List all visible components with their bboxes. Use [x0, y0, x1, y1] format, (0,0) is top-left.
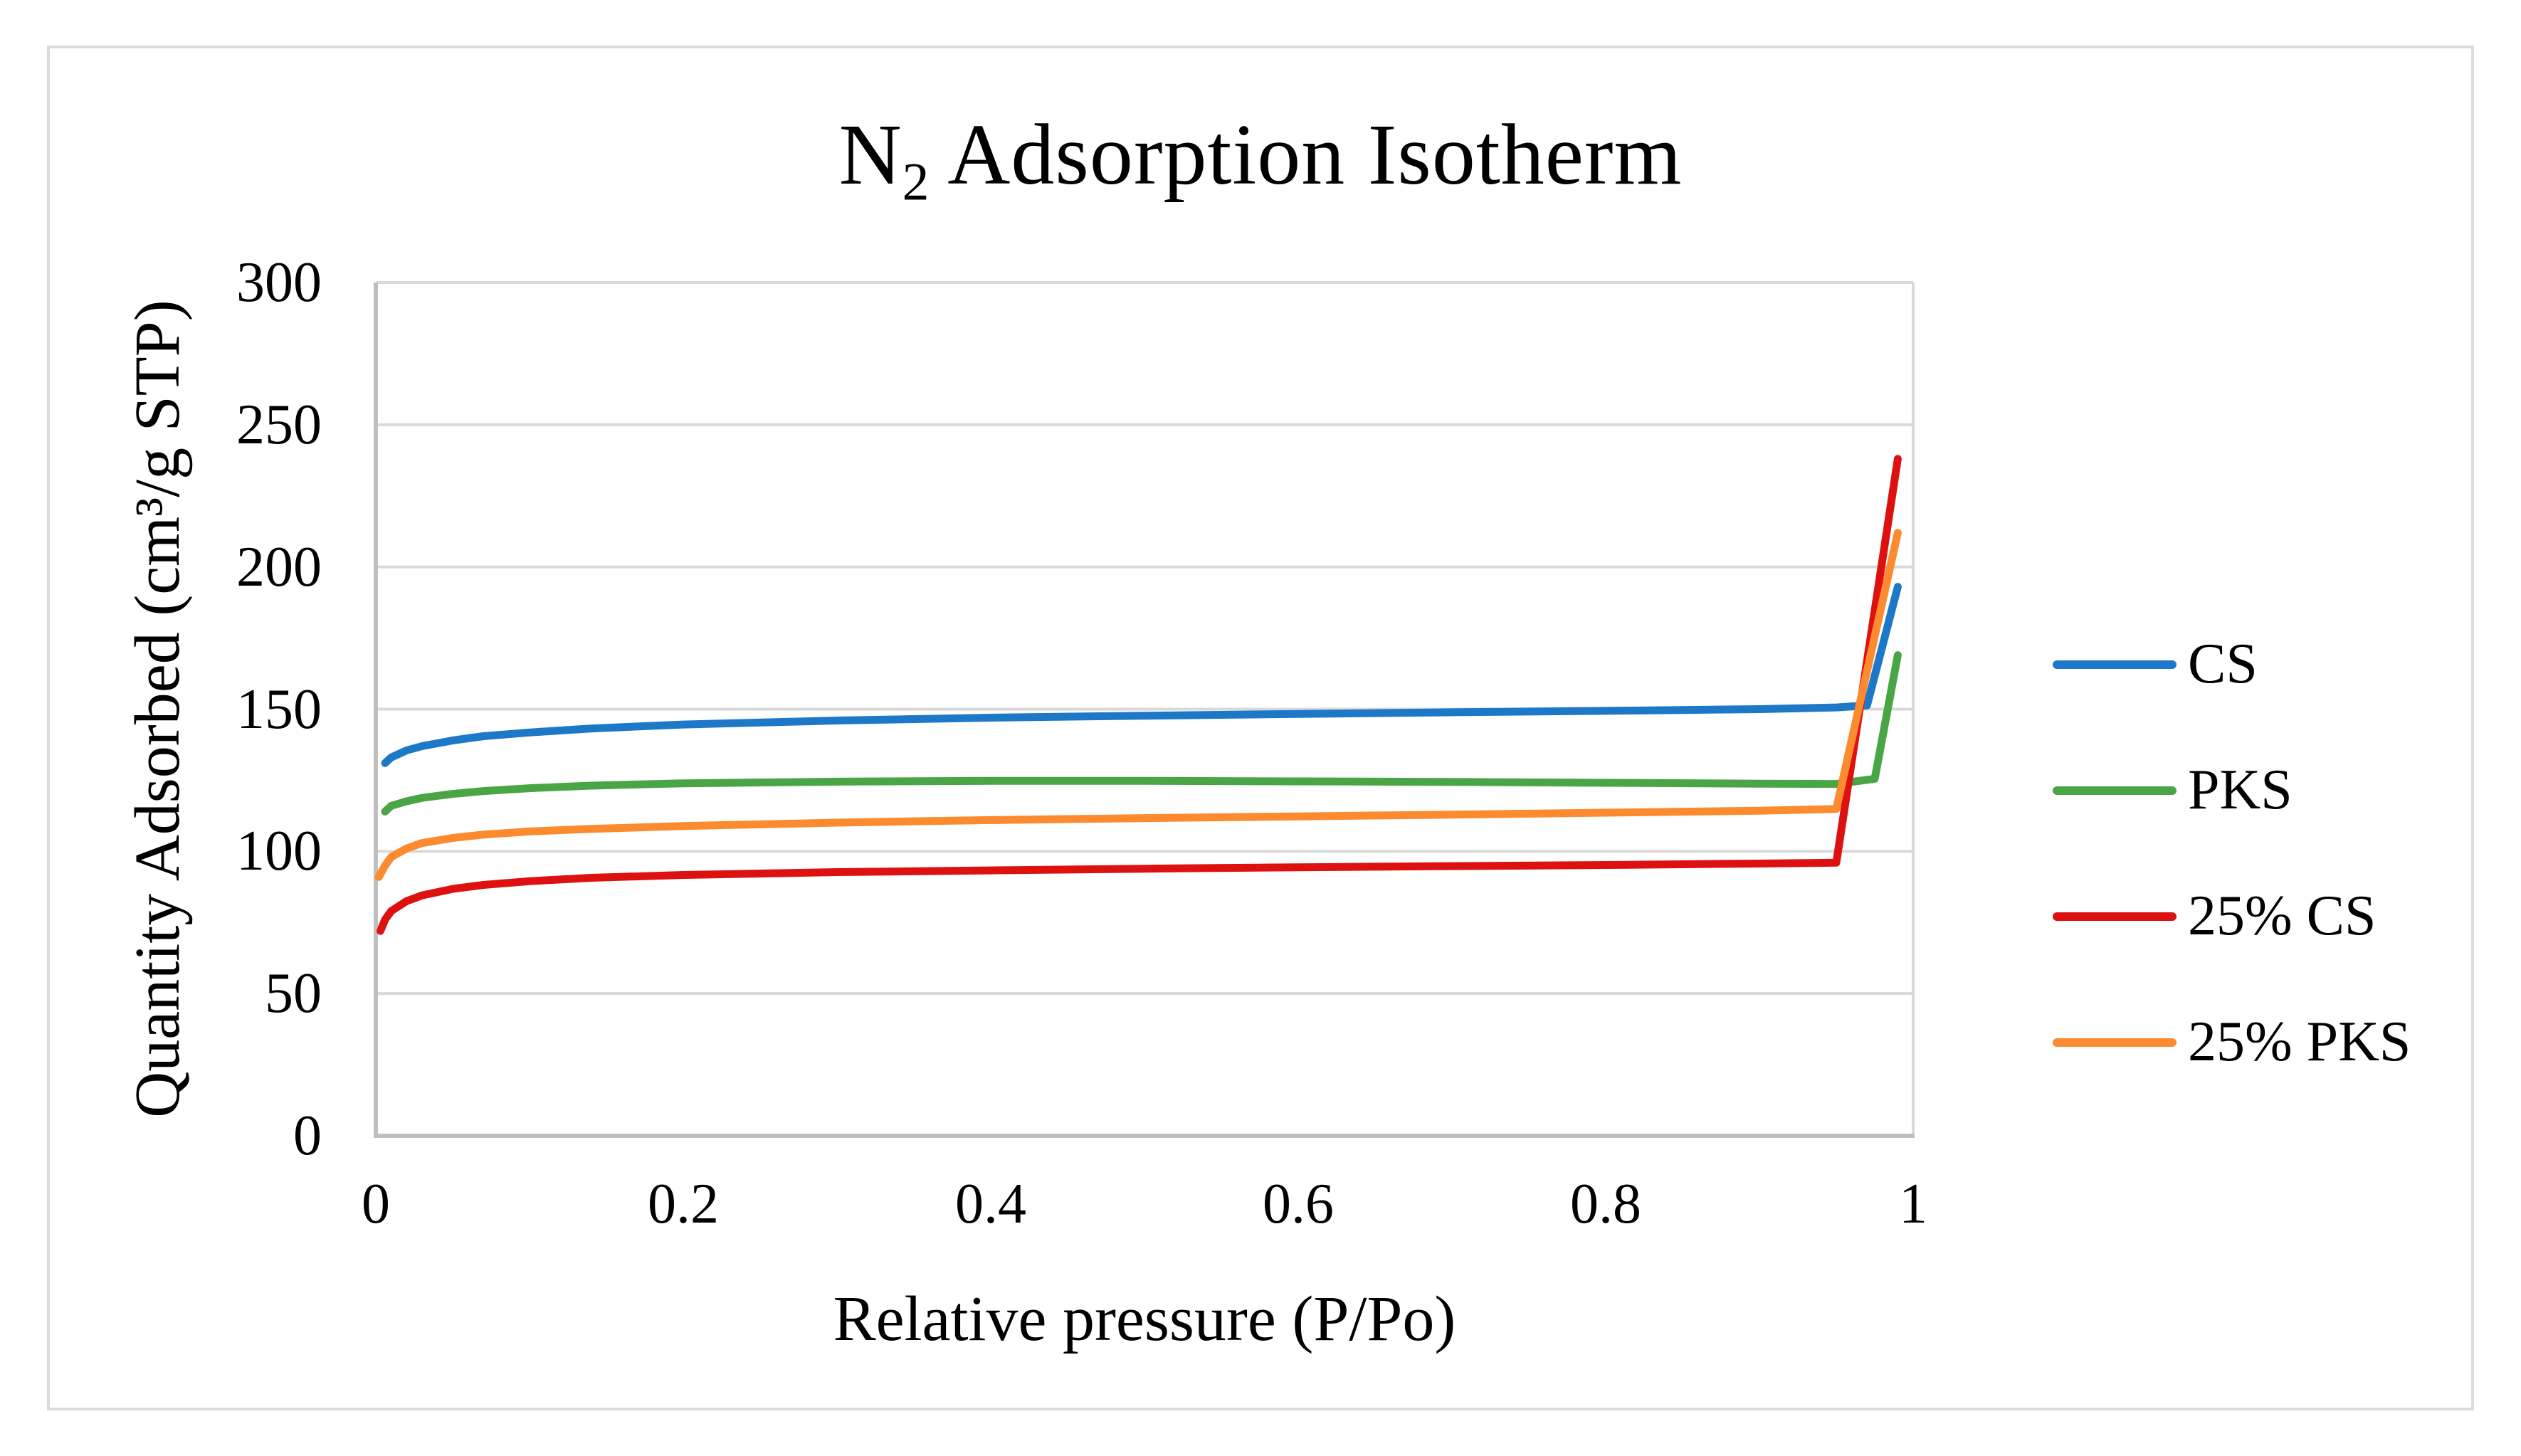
series-line-25-pks — [374, 529, 1902, 881]
x-tick-label-1: 1 — [1899, 1173, 1927, 1235]
y-tick-label-250: 250 — [236, 393, 322, 456]
series-line-pks — [381, 651, 1902, 816]
legend-item-25-cs: 25% CS — [2053, 853, 2411, 979]
legend-swatch-25-pks — [2053, 1038, 2177, 1047]
legend-swatch-cs — [2053, 660, 2177, 669]
legend-label: 25% PKS — [2188, 1011, 2411, 1073]
title-subscript: 2 — [902, 152, 930, 212]
legend-label: 25% CS — [2188, 885, 2377, 947]
x-tick-label-0.6: 0.6 — [1263, 1173, 1334, 1235]
legend: CS PKS 25% CS 25% PKS — [2053, 601, 2411, 1105]
figure-border — [47, 46, 2474, 1410]
legend-item-cs: CS — [2053, 601, 2411, 727]
series-line-cs — [381, 583, 1902, 767]
title-prefix: N — [838, 107, 902, 203]
y-tick-label-200: 200 — [236, 535, 322, 598]
y-tick-label-100: 100 — [236, 820, 322, 883]
legend-swatch-pks — [2053, 786, 2177, 795]
series-line-25-cs — [377, 455, 1902, 935]
y-tick-label-150: 150 — [236, 677, 322, 741]
y-tick-label-300: 300 — [236, 251, 322, 314]
chart-title: N2 Adsorption Isotherm — [0, 105, 2521, 212]
legend-item-pks: PKS — [2053, 727, 2411, 853]
legend-label: CS — [2188, 633, 2258, 695]
legend-swatch-25-cs — [2053, 912, 2177, 921]
y-tick-label-50: 50 — [265, 962, 322, 1025]
legend-item-25-pks: 25% PKS — [2053, 979, 2411, 1105]
x-tick-label-0.8: 0.8 — [1570, 1173, 1641, 1235]
x-tick-label-0.4: 0.4 — [955, 1173, 1026, 1235]
x-axis-title: Relative pressure (P/Po) — [833, 1284, 1456, 1354]
x-tick-label-0: 0 — [362, 1173, 390, 1235]
y-tick-label-0: 0 — [293, 1104, 322, 1167]
legend-label: PKS — [2188, 759, 2293, 821]
title-rest: Adsorption Isotherm — [930, 107, 1683, 203]
x-tick-label-0.2: 0.2 — [648, 1173, 719, 1235]
